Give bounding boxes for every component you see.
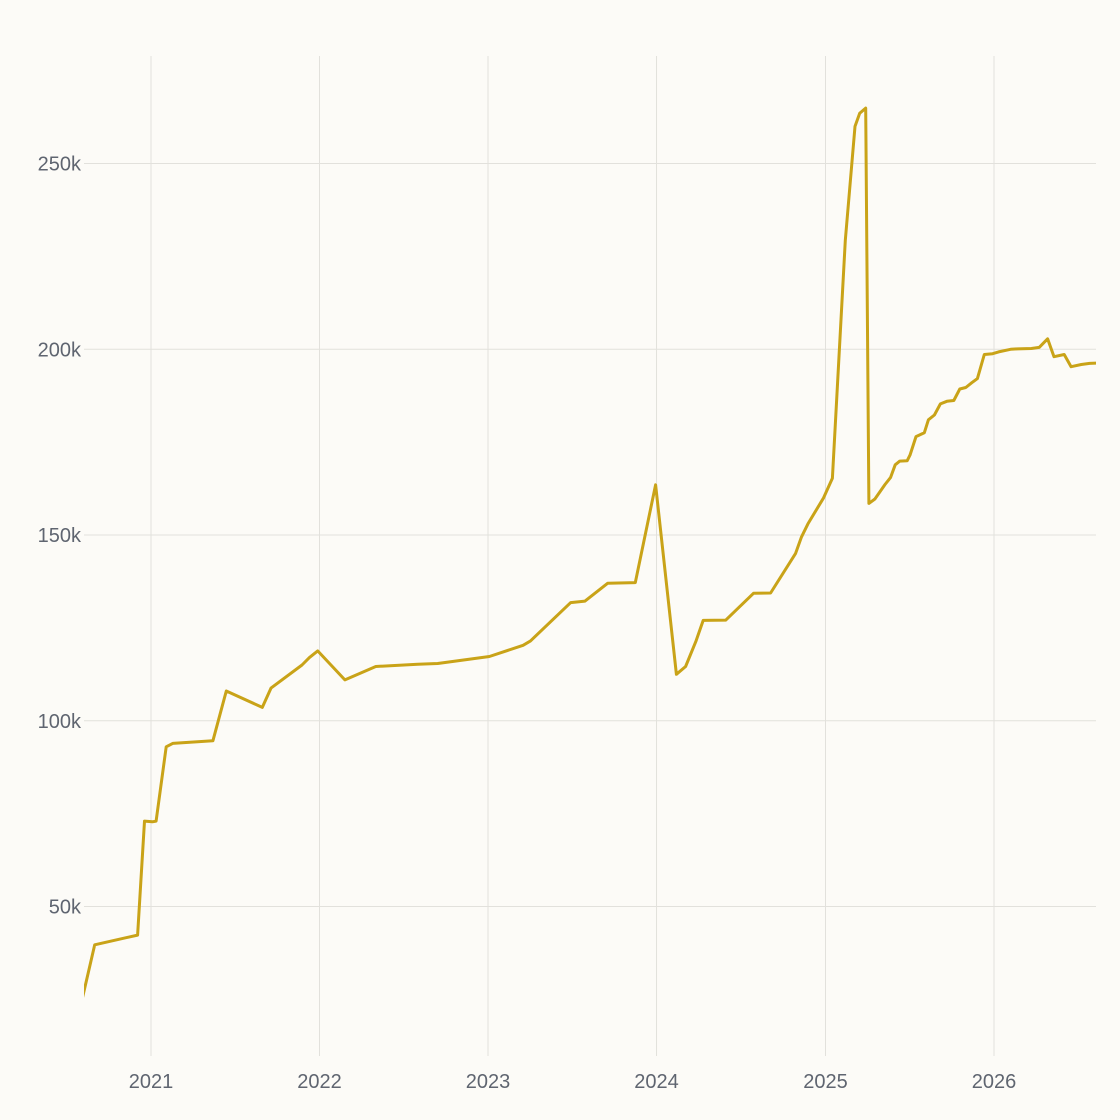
y-tick-label: 100k [38,711,82,733]
axis-labels: 2021 2022 2023 2024 2025 2026 50k 100k 150k 200k 2… [38,154,1017,1094]
grid [84,56,1096,1056]
y-tick-label: 150k [38,525,82,547]
x-tick-label: 2026 [972,1071,1017,1093]
series-line-0 [84,106,1096,998]
y-tick-label: 250k [38,154,82,176]
x-tick-label: 2023 [466,1071,511,1093]
x-tick-label: 2022 [297,1071,342,1093]
y-tick-label: 200k [38,339,82,361]
x-tick-label: 2024 [634,1071,679,1093]
x-tick-label: 2025 [803,1071,848,1093]
x-tick-label: 2021 [129,1071,174,1093]
series-layer [84,106,1096,998]
y-tick-label: 50k [49,897,82,919]
